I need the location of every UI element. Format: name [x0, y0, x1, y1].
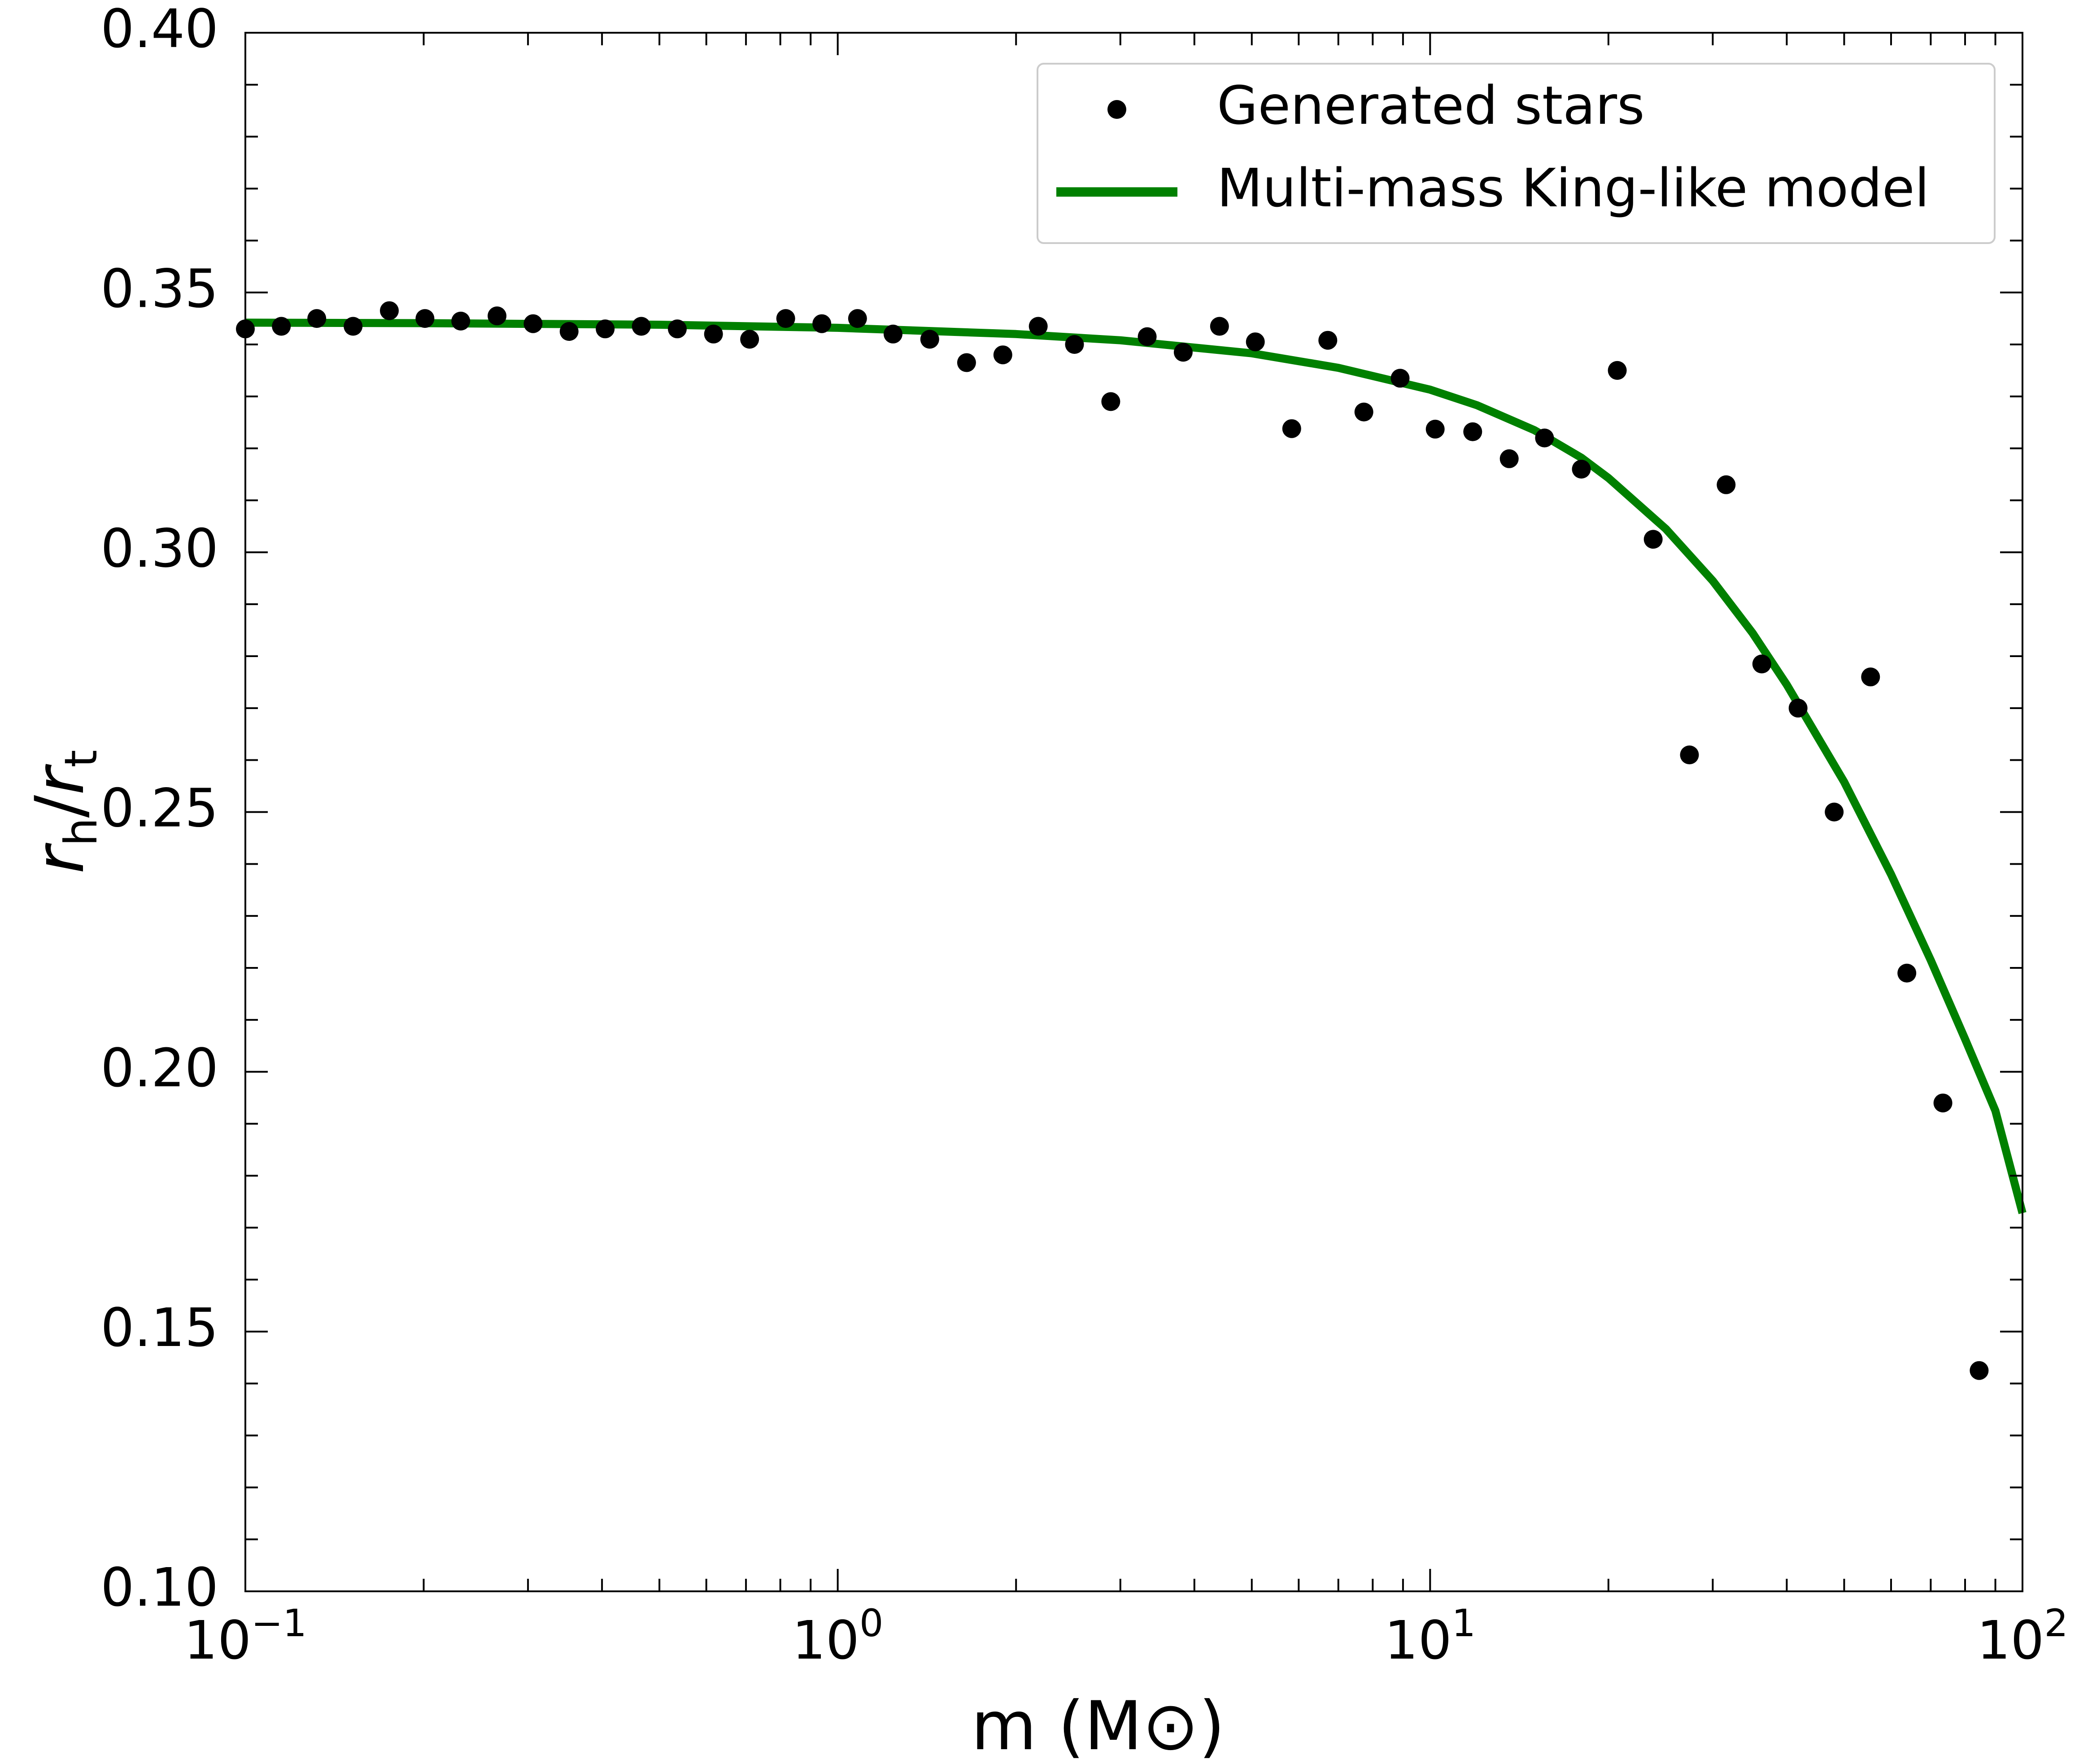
data-point	[704, 324, 723, 344]
data-point	[1246, 332, 1265, 352]
data-point	[1897, 963, 1917, 983]
x-axis-label: m (M⊙)	[971, 1687, 1225, 1764]
data-point	[488, 306, 507, 326]
y-tick-label: 0.30	[100, 518, 218, 579]
data-point	[559, 322, 579, 341]
data-point	[380, 301, 399, 320]
y-tick-label: 0.10	[100, 1556, 218, 1618]
data-point	[812, 314, 832, 333]
data-point	[1535, 428, 1554, 448]
x-tick-label: 102	[1977, 1601, 2068, 1671]
y-axis-label: rh/rt	[21, 750, 107, 874]
data-point	[1390, 369, 1410, 388]
data-point	[272, 317, 291, 336]
y-tick-label: 0.40	[100, 0, 218, 60]
y-tick-label: 0.15	[100, 1297, 218, 1359]
data-point	[1608, 361, 1627, 380]
data-point	[1788, 698, 1808, 718]
x-tick-label: 10−1	[184, 1601, 307, 1671]
data-point	[1752, 654, 1771, 674]
data-point	[1499, 449, 1519, 468]
legend: Generated stars Multi-mass King-like mod…	[1037, 63, 1996, 244]
data-point	[1643, 530, 1663, 549]
data-point	[1065, 335, 1084, 354]
tick-labels-layer: 0.10 0.15 0.20 0.25 0.30 0.35 0.40 10−1 100 101 10…	[100, 0, 2068, 1671]
data-point	[668, 319, 687, 339]
data-point	[1425, 419, 1445, 439]
data-point	[1138, 327, 1157, 346]
data-point	[1318, 331, 1338, 350]
data-point	[1354, 402, 1373, 422]
legend-marker-generated-stars	[1107, 100, 1126, 119]
data-point	[1210, 317, 1229, 336]
data-point	[596, 319, 615, 339]
data-point	[1680, 745, 1699, 765]
ticks-layer	[244, 32, 2023, 1592]
legend-box	[1037, 63, 1996, 244]
data-point	[523, 314, 543, 333]
data-point	[415, 309, 435, 328]
data-point	[632, 317, 651, 336]
data-point	[1933, 1093, 1953, 1113]
data-point	[1463, 422, 1482, 441]
data-point	[993, 345, 1012, 365]
data-point	[451, 311, 471, 331]
data-point	[1861, 667, 1880, 687]
data-point	[307, 309, 327, 328]
x-tick-label: 100	[792, 1601, 884, 1671]
data-point	[740, 330, 759, 349]
data-point	[848, 309, 867, 328]
data-point	[1101, 392, 1120, 411]
y-tick-label: 0.20	[100, 1037, 218, 1099]
legend-label-generated-stars: Generated stars	[1217, 74, 1645, 136]
plot-background	[245, 33, 2022, 1591]
model-line-layer	[245, 318, 2027, 1215]
data-point	[1825, 802, 1844, 822]
y-tick-label: 0.25	[100, 777, 218, 839]
data-point	[776, 309, 795, 328]
x-tick-label: 101	[1385, 1601, 1476, 1671]
points-layer	[236, 301, 1989, 1380]
data-point	[1970, 1361, 1989, 1380]
y-tick-label: 0.35	[100, 257, 218, 319]
data-point	[957, 353, 976, 372]
data-point	[1173, 343, 1193, 362]
data-point	[344, 317, 363, 336]
data-point	[1572, 460, 1591, 479]
data-point	[1282, 419, 1301, 438]
data-point	[920, 330, 939, 349]
data-point	[1029, 317, 1048, 336]
legend-label-model: Multi-mass King-like model	[1217, 157, 1929, 219]
model-line	[245, 318, 2027, 1215]
data-point	[1717, 475, 1736, 494]
data-point	[884, 324, 902, 344]
